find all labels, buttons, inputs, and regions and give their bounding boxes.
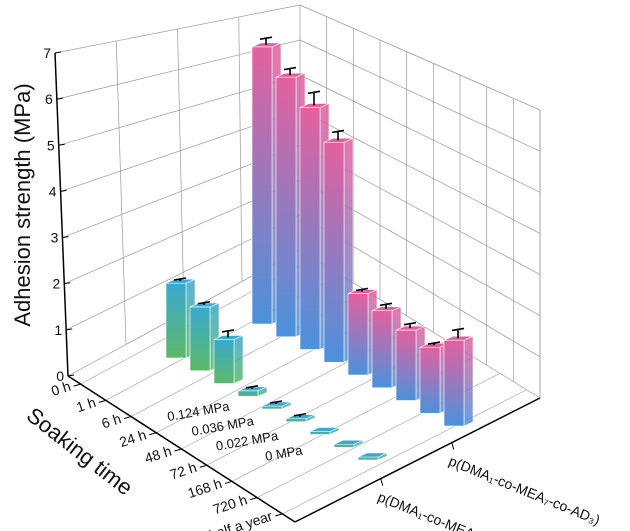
x-tick [149, 432, 157, 436]
x-tick-label: 72 h [168, 459, 199, 483]
error-bar-cap [173, 277, 187, 281]
bar [443, 327, 474, 427]
bar-front-face [165, 282, 187, 359]
z-tick [66, 328, 73, 331]
series-tick-label: p(DMA₁-co-MEA₁₀) [376, 489, 491, 531]
bar-front-face [275, 76, 297, 338]
series-tick [451, 442, 455, 450]
x-tick [73, 383, 81, 387]
z-tick [67, 374, 75, 377]
z-tick-label: 0 [56, 368, 64, 384]
gridline [238, 16, 243, 282]
bar-front-face [323, 141, 345, 363]
error-bar-cap [451, 327, 465, 332]
bar [237, 385, 268, 397]
x-tick [224, 480, 233, 484]
error-bar-cap [269, 400, 283, 404]
x-tick [123, 416, 132, 420]
series-tick-label: p(DMA₁-co-MEA₇-co-AD₃) [447, 453, 603, 528]
bar-front-face [261, 405, 283, 410]
x-tick-label: 168 h [186, 475, 224, 501]
bar-side-face [233, 335, 244, 384]
error-bar-cap [283, 66, 297, 71]
x-tick [250, 497, 258, 501]
bar-front-face [371, 310, 393, 389]
error-bar-cap [331, 129, 345, 134]
bar [323, 129, 354, 363]
error-bar-cap [245, 385, 259, 389]
z-tick [54, 51, 62, 54]
x-tick-label: 6 h [100, 410, 123, 431]
bar [261, 400, 292, 410]
bar-top-face [333, 439, 364, 445]
bar-front-face [309, 431, 331, 435]
bar [285, 412, 316, 423]
bar [213, 329, 244, 384]
x-tick [275, 513, 283, 517]
bar-front-face [347, 293, 369, 376]
z-tick-label: 2 [52, 276, 60, 292]
value-annotation: 0 MPa [264, 442, 304, 463]
z-tick-label: 3 [51, 230, 59, 246]
bar-top-face [309, 427, 340, 432]
bar-front-face [285, 418, 307, 423]
series-tick [380, 478, 384, 486]
bar-front-face [299, 107, 321, 350]
bar [333, 439, 364, 448]
x-tick-label: 48 h [143, 443, 174, 467]
bar-side-face [463, 335, 474, 427]
x-tick [199, 464, 207, 468]
bar-front-face [213, 339, 235, 384]
error-bar-cap [307, 90, 321, 95]
z-tick-label: 1 [54, 322, 62, 338]
z-tick [64, 282, 71, 285]
bar-front-face [333, 443, 355, 448]
gridline [299, 4, 541, 111]
error-bar-cap [403, 321, 417, 326]
gridline [115, 40, 127, 345]
x-tick [174, 448, 182, 452]
gridline [177, 28, 185, 314]
bar-front-face [443, 339, 465, 427]
error-bar-cap [427, 341, 441, 345]
bar [309, 427, 340, 435]
error-bar-cap [355, 287, 369, 292]
z-axis-line [54, 52, 69, 377]
bar-front-face [237, 390, 259, 397]
z-tick [60, 189, 67, 192]
bar [357, 452, 388, 461]
bar-front-face [419, 346, 441, 414]
x-tick [98, 399, 106, 403]
bar-top-face [357, 452, 388, 458]
z-tick [56, 97, 63, 100]
x-tick-label: 720 h [211, 491, 249, 517]
z-tick-label: 6 [45, 91, 53, 107]
z-axis-title: Adhesion strength (MPa) [10, 83, 35, 326]
x-tick-label: 1 h [74, 394, 97, 415]
bar-front-face [395, 329, 417, 401]
z-tick-label: 7 [43, 45, 51, 61]
bar-front-face [251, 46, 273, 325]
z-tick-label: 4 [49, 183, 57, 199]
error-bar-cap [221, 329, 235, 333]
error-bar-cap [197, 300, 211, 305]
x-tick-label: 24 h [117, 426, 148, 450]
error-bar-cap [259, 36, 273, 40]
error-bar-cap [379, 302, 393, 307]
series-axis-line [294, 397, 541, 523]
z-tick [62, 236, 69, 239]
floor-gridline [282, 389, 527, 515]
bar-front-face [189, 306, 211, 372]
z-tick [58, 143, 65, 146]
z-tick-label: 5 [47, 137, 55, 153]
bar-front-face [357, 456, 379, 461]
x-tick-label: 0 h [49, 378, 72, 399]
bar [189, 300, 220, 372]
error-bar-cap [293, 412, 307, 417]
gridline [299, 74, 541, 193]
gridline [299, 39, 541, 152]
